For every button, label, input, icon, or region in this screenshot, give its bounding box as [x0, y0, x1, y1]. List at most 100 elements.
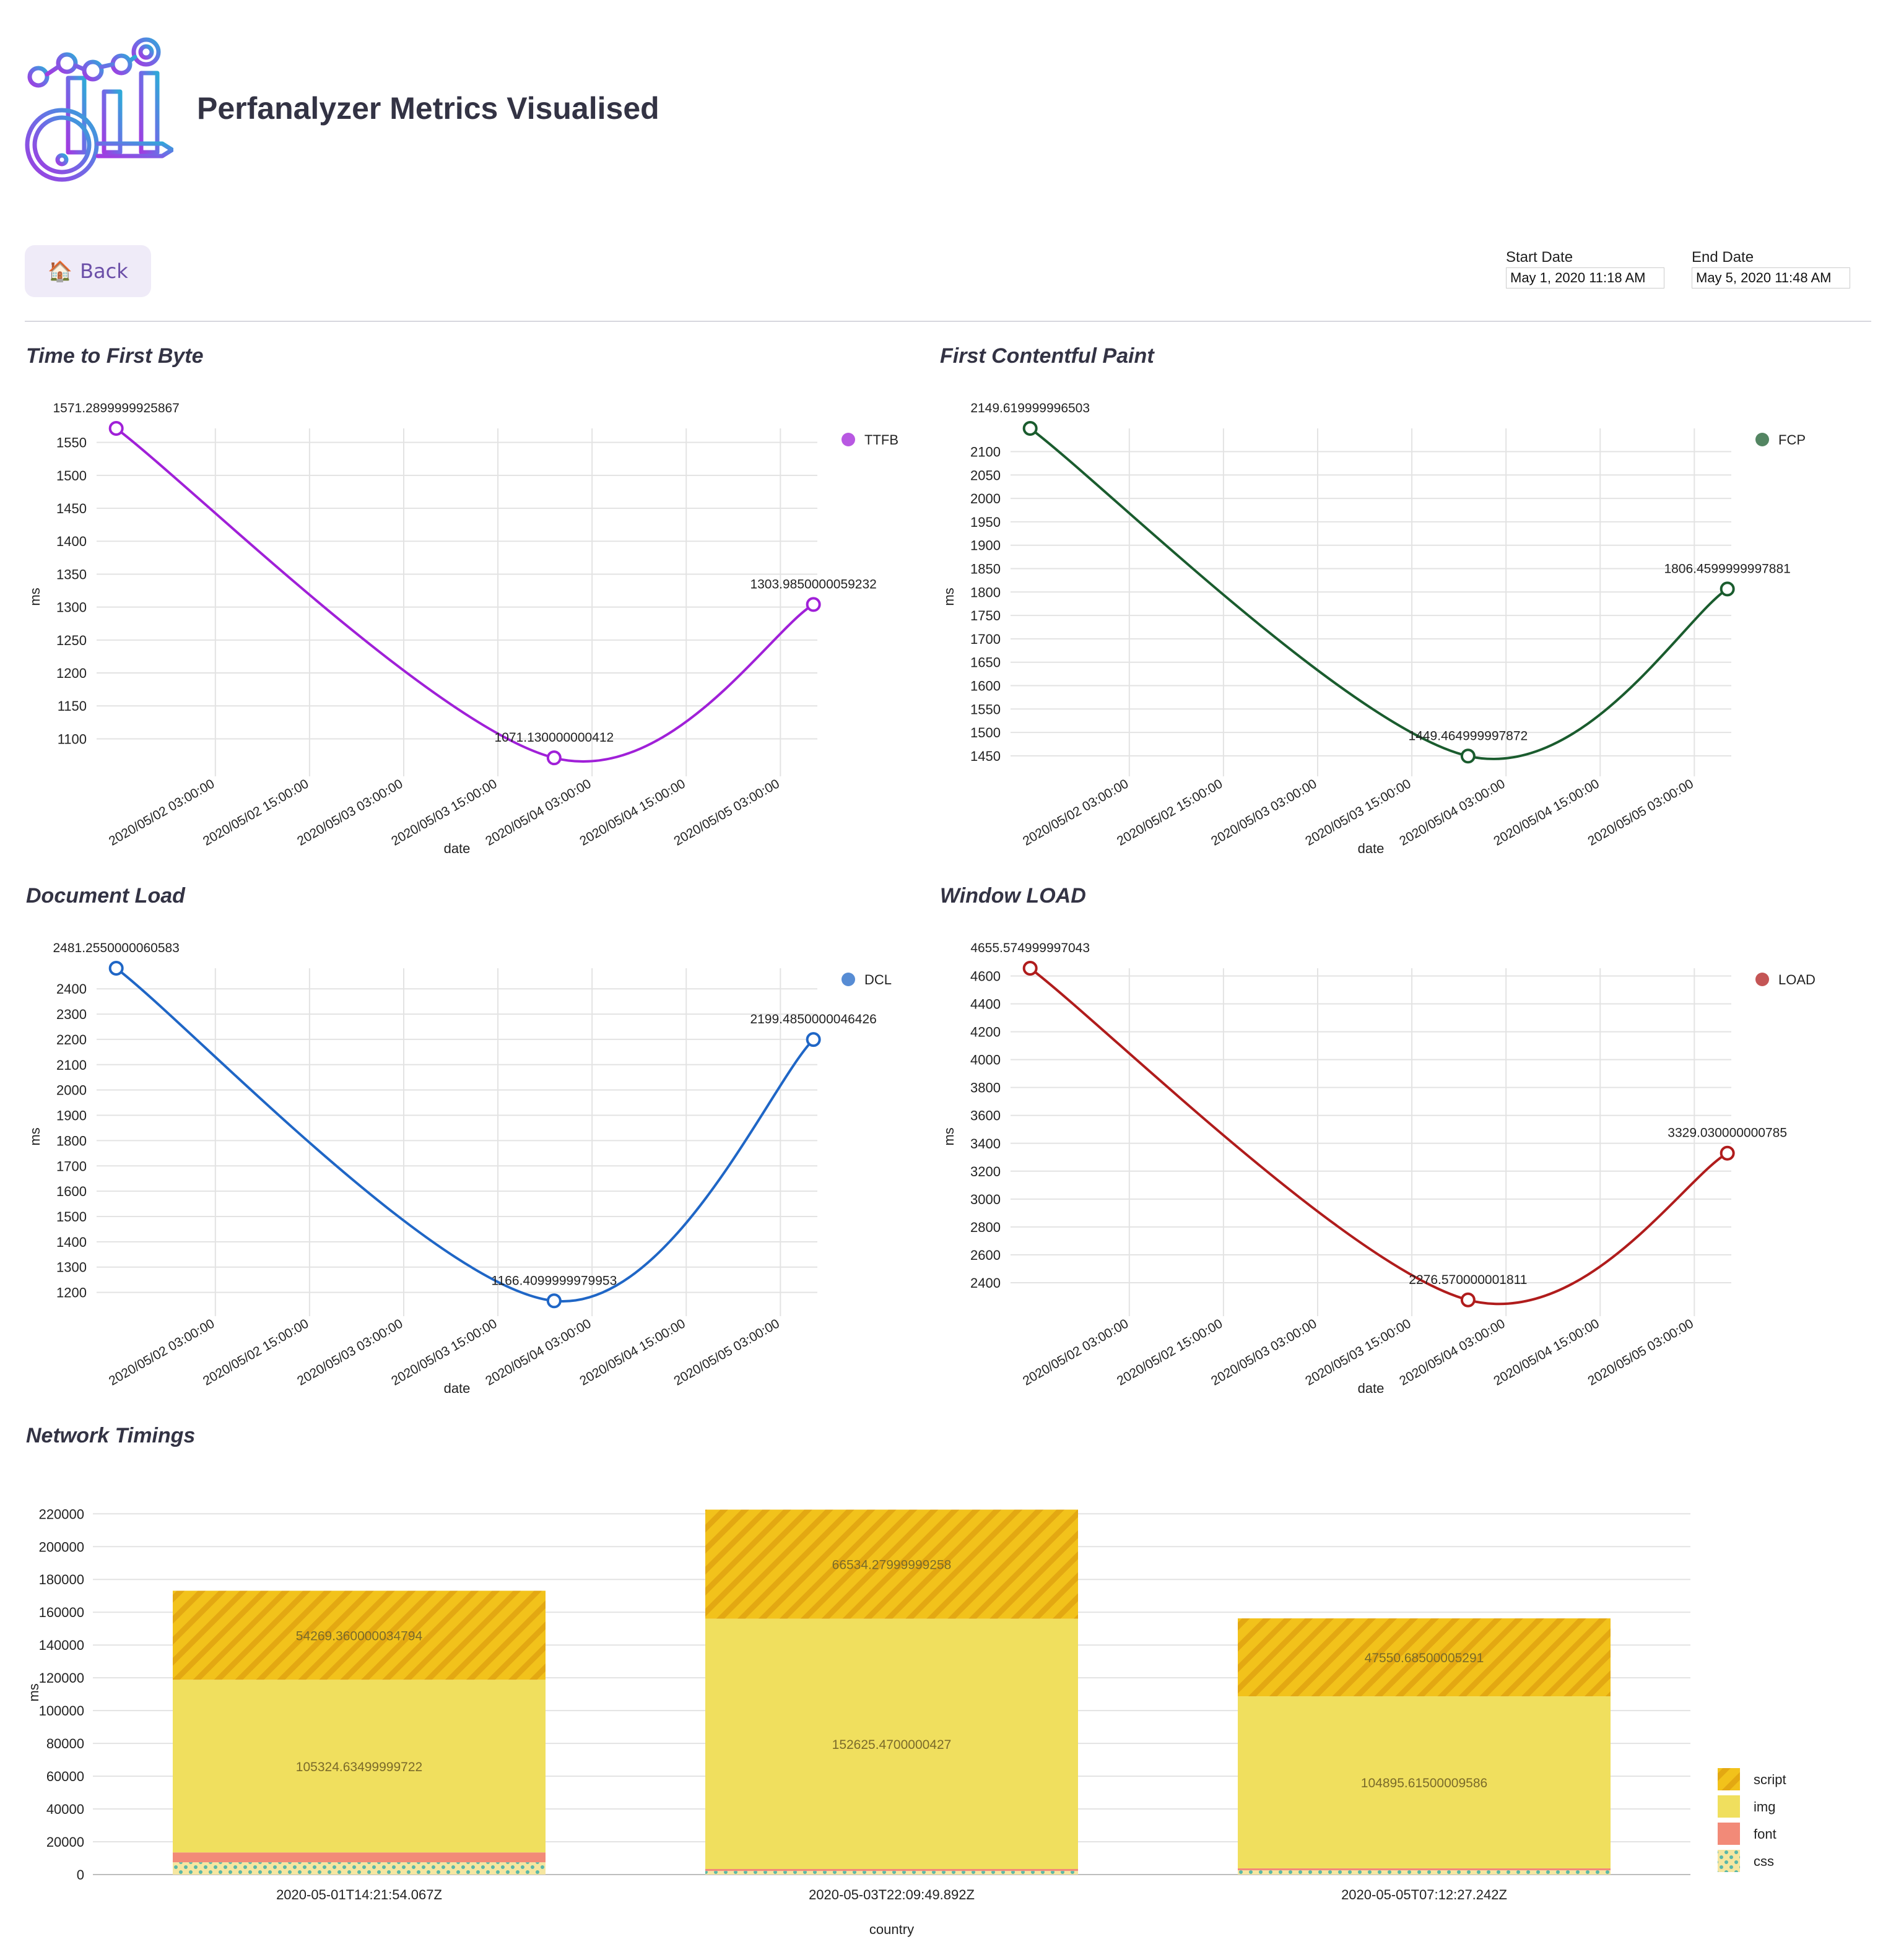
y-tick-label: 4400 — [970, 997, 1001, 1012]
x-tick-label: 2020/05/02 03:00:00 — [107, 1316, 217, 1388]
y-tick-label: 2200 — [56, 1032, 87, 1047]
x-tick-label: 2020-05-01T14:21:54.067Z — [276, 1887, 442, 1902]
load-data-label: 3329.030000000785 — [1668, 1126, 1787, 1140]
header-divider — [25, 321, 1871, 322]
dcl-data-label: 1166.4099999979953 — [491, 1273, 617, 1288]
load-data-point — [1720, 1145, 1735, 1161]
y-tick-label: 3200 — [970, 1164, 1001, 1179]
y-tick-label: 3000 — [970, 1192, 1001, 1207]
y-tick-label: 100000 — [39, 1703, 84, 1719]
x-tick-label: 2020/05/04 03:00:00 — [1397, 776, 1507, 848]
x-tick-label: 2020/05/04 15:00:00 — [1491, 1316, 1601, 1388]
x-tick-label: 2020/05/03 15:00:00 — [1303, 1316, 1413, 1388]
load-data-label: 2276.570000001811 — [1409, 1273, 1527, 1287]
font-legend-label: font — [1754, 1826, 1776, 1842]
y-tick-label: 1550 — [970, 701, 1001, 717]
img-segment-label: 152625.4700000427 — [832, 1738, 952, 1752]
script-segment-label: 47550.68500005291 — [1365, 1651, 1484, 1665]
y-tick-label: 2300 — [56, 1007, 87, 1022]
img-bar-segment — [705, 1618, 1078, 1869]
fcp-series-line — [1029, 427, 1728, 760]
end-date-input[interactable] — [1692, 267, 1850, 288]
x-tick-label: 2020/05/04 15:00:00 — [577, 1316, 687, 1388]
y-tick-label: 1750 — [970, 608, 1001, 623]
y-tick-label: 1800 — [970, 584, 1001, 600]
x-tick-label: 2020/05/02 15:00:00 — [201, 1316, 311, 1388]
y-tick-label: 40000 — [46, 1802, 84, 1817]
y-tick-label: 2400 — [56, 981, 87, 997]
y-tick-label: 2000 — [56, 1083, 87, 1098]
y-tick-label: 4000 — [970, 1052, 1001, 1068]
fcp-data-label: 1449.464999997872 — [1409, 729, 1528, 743]
start-date-input[interactable] — [1506, 267, 1664, 288]
x-tick-label: 2020/05/02 03:00:00 — [107, 776, 217, 848]
fcp-legend-label: FCP — [1778, 432, 1806, 448]
img-bar-segment — [1238, 1696, 1611, 1868]
x-axis-title: date — [1358, 1381, 1385, 1396]
load-data-label: 4655.574999997043 — [970, 941, 1090, 955]
x-axis-title: country — [869, 1922, 914, 1937]
y-tick-label: 2100 — [970, 444, 1001, 460]
img-segment-label: 104895.61500009586 — [1361, 1776, 1487, 1790]
x-tick-label: 2020/05/05 03:00:00 — [671, 776, 781, 848]
css-bar-segment — [705, 1871, 1078, 1875]
perfanalyzer-logo-icon — [25, 37, 173, 182]
y-tick-label: 1150 — [58, 698, 87, 714]
x-tick-label: 2020/05/04 15:00:00 — [1491, 776, 1601, 848]
y-tick-label: 1550 — [56, 435, 87, 451]
end-date-label: End Date — [1692, 249, 1754, 266]
y-tick-label: 1800 — [56, 1133, 87, 1148]
x-tick-label: 2020/05/03 03:00:00 — [295, 776, 405, 848]
y-tick-label: 4600 — [970, 969, 1001, 984]
y-tick-label: 2100 — [56, 1057, 87, 1073]
fcp-section-title: First Contentful Paint — [940, 344, 1154, 368]
y-tick-label: 3800 — [970, 1080, 1001, 1096]
script-legend-label: script — [1754, 1772, 1786, 1787]
y-axis-title: ms — [26, 1683, 41, 1701]
y-tick-label: 180000 — [39, 1572, 84, 1587]
y-tick-label: 220000 — [39, 1506, 84, 1522]
y-tick-label: 1700 — [56, 1158, 87, 1174]
script-bar-segment — [705, 1509, 1078, 1619]
dcl-legend-marker — [841, 973, 855, 986]
back-button[interactable]: 🏠 Back — [25, 245, 151, 297]
x-tick-label: 2020/05/05 03:00:00 — [1585, 776, 1695, 848]
img-legend-label: img — [1754, 1799, 1775, 1815]
dcl-data-label: 2481.2550000060583 — [53, 941, 179, 955]
y-tick-label: 1900 — [56, 1108, 87, 1124]
x-tick-label: 2020/05/03 03:00:00 — [295, 1316, 405, 1388]
css-legend-swatch — [1718, 1850, 1740, 1872]
y-tick-label: 4200 — [970, 1025, 1001, 1040]
load-section-title: Window LOAD — [940, 884, 1086, 908]
page-title: Perfanalyzer Metrics Visualised — [197, 91, 659, 126]
x-tick-label: 2020/05/03 15:00:00 — [389, 1316, 499, 1388]
x-tick-label: 2020/05/02 15:00:00 — [1115, 776, 1225, 848]
x-tick-label: 2020/05/03 15:00:00 — [389, 776, 499, 848]
x-tick-label: 2020/05/02 15:00:00 — [1115, 1316, 1225, 1388]
y-tick-label: 2000 — [970, 491, 1001, 506]
img-legend-swatch — [1718, 1795, 1740, 1818]
y-tick-label: 2050 — [970, 467, 1001, 483]
fcp-data-point — [1460, 748, 1476, 764]
dcl-data-label: 2199.4850000046426 — [750, 1012, 876, 1026]
fcp-line-chart: 1450 1500 1550 1600 1650 1700 1750 1800 1850 1900… — [941, 401, 1806, 856]
script-legend-swatch — [1718, 1768, 1740, 1790]
fcp-data-point — [1022, 421, 1038, 436]
font-bar-segment — [1238, 1868, 1611, 1871]
ttfb-data-point — [108, 421, 124, 436]
x-tick-label: 2020/05/04 03:00:00 — [1397, 1316, 1507, 1388]
img-segment-label: 105324.63499999722 — [296, 1760, 422, 1774]
ttfb-data-label: 1303.9850000059232 — [750, 577, 876, 591]
y-tick-label: 1250 — [56, 633, 87, 648]
y-tick-label: 1300 — [56, 600, 87, 615]
x-axis-title: date — [1358, 841, 1385, 856]
y-tick-label: 1850 — [970, 561, 1001, 576]
y-tick-label: 1600 — [970, 678, 1001, 693]
y-tick-label: 160000 — [39, 1605, 84, 1620]
y-tick-label: 200000 — [39, 1539, 84, 1555]
ttfb-section-title: Time to First Byte — [26, 344, 204, 368]
y-tick-label: 80000 — [46, 1736, 84, 1751]
y-tick-label: 1950 — [970, 514, 1001, 530]
dcl-data-point — [806, 1032, 821, 1047]
x-tick-label: 2020/05/03 03:00:00 — [1209, 776, 1319, 848]
